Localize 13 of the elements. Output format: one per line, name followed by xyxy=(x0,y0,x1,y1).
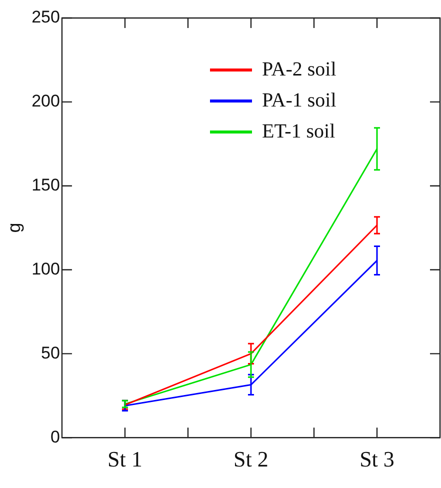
y-tick-label: 200 xyxy=(32,92,60,111)
y-tick-label: 100 xyxy=(32,259,60,278)
y-axis-title: g xyxy=(4,222,24,233)
y-tick-label: 250 xyxy=(32,8,60,27)
y-tick-label: 150 xyxy=(32,176,60,195)
legend-label: ET-1 soil xyxy=(262,120,336,142)
legend-label: PA-2 soil xyxy=(262,58,337,80)
x-tick-label: St 1 xyxy=(108,446,142,472)
x-tick-label: St 2 xyxy=(234,446,268,472)
y-tick-label: 50 xyxy=(41,343,60,362)
y-tick-label: 0 xyxy=(50,427,60,446)
x-tick-label: St 3 xyxy=(360,446,394,472)
legend-label: PA-1 soil xyxy=(262,89,337,112)
